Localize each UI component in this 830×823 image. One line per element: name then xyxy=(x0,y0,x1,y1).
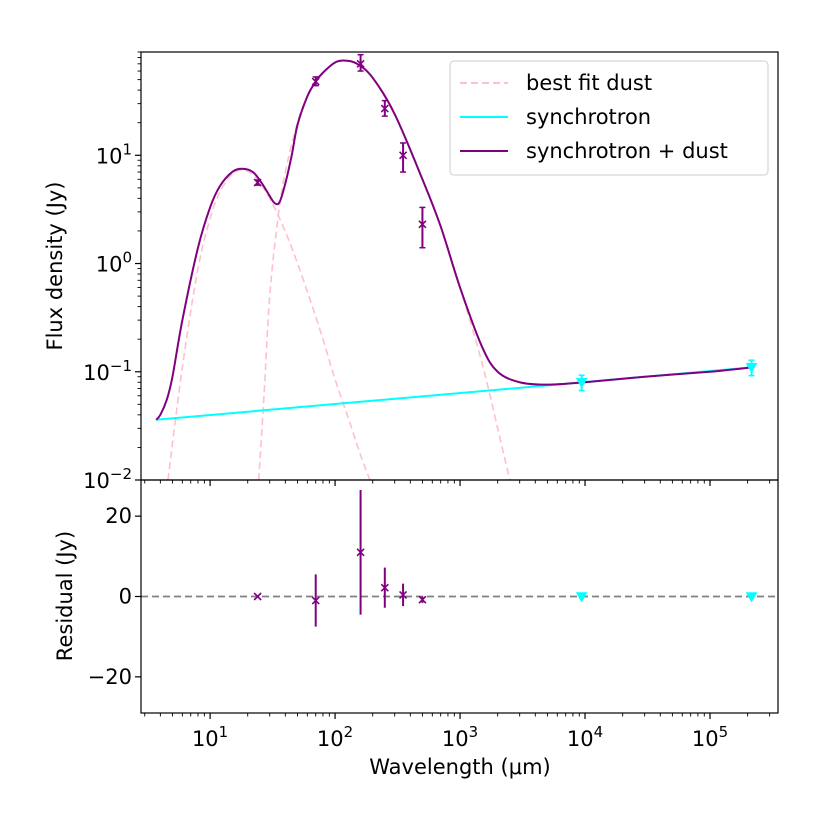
dust-data-point xyxy=(311,77,320,86)
synchrotron-data-point xyxy=(745,363,758,374)
dust-residual-point xyxy=(380,583,389,592)
top-y-tick-label: 100 xyxy=(96,249,132,277)
x-tick-label: 103 xyxy=(442,723,478,751)
cold-dust-curve xyxy=(257,59,511,480)
dust-data-point xyxy=(380,104,389,113)
x-axis-label: Wavelength (μm) xyxy=(369,755,550,779)
legend-box xyxy=(449,60,769,176)
synchrotron-residual-point xyxy=(575,592,588,603)
dust-data-point xyxy=(356,59,365,68)
legend-label: best fit dust xyxy=(526,71,652,95)
x-tick-label: 104 xyxy=(567,723,603,751)
legend-label: synchrotron + dust xyxy=(526,139,728,163)
x-tick-label: 102 xyxy=(317,723,353,751)
dust-residual-point xyxy=(253,592,262,601)
top-y-axis-label: Flux density (Jy) xyxy=(43,181,67,350)
top-y-tick-label: 101 xyxy=(96,140,132,168)
residual-panel xyxy=(141,490,778,627)
total-model-curve xyxy=(155,59,753,421)
dust-residual-point xyxy=(311,596,320,605)
legend-label: synchrotron xyxy=(526,105,651,129)
dust-residual-point xyxy=(356,548,365,557)
dust-residual-point xyxy=(418,595,427,604)
synchrotron-data-point xyxy=(575,378,588,389)
synchrotron-residual-point xyxy=(745,592,758,603)
x-tick-label: 105 xyxy=(692,723,728,751)
dust-residual-point xyxy=(399,590,408,599)
dust-data-point xyxy=(418,220,427,229)
legend: best fit dust synchrotron synchrotron + du… xyxy=(449,60,769,176)
dust-data-point xyxy=(253,178,262,187)
x-tick-label: 101 xyxy=(192,723,228,751)
dust-data-point xyxy=(399,151,408,160)
top-y-tick-label: 10−1 xyxy=(83,357,132,385)
bottom-y-tick-label: 20 xyxy=(105,504,132,528)
bottom-y-tick-label: 0 xyxy=(119,585,132,609)
top-y-tick-label: 10−2 xyxy=(83,465,132,493)
bottom-y-tick-label: −20 xyxy=(88,665,132,689)
sed-panel xyxy=(155,53,758,480)
bottom-y-axis-label: Residual (Jy) xyxy=(53,531,77,661)
warm-dust-curve xyxy=(167,169,371,480)
